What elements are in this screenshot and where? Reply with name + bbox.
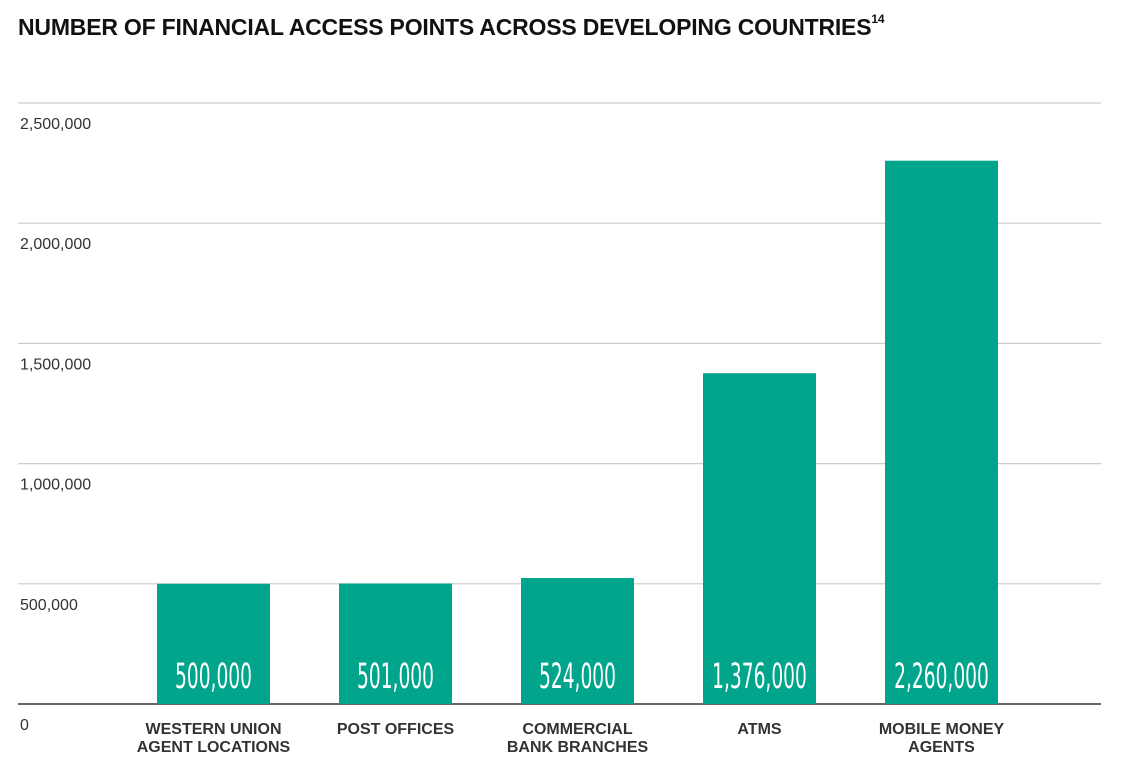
bar	[339, 583, 452, 704]
y-tick-label: 500,000	[20, 597, 78, 614]
bar	[521, 578, 634, 704]
chart-title: NUMBER OF FINANCIAL ACCESS POINTS ACROSS…	[18, 12, 885, 41]
y-tick-label: 2,000,000	[20, 236, 91, 253]
x-category-label: BANK BRANCHES	[507, 739, 649, 756]
y-tick-label: 1,000,000	[20, 477, 91, 494]
bar-value-label: 501,000	[357, 656, 434, 697]
bar-value-label: 2,260,000	[894, 656, 989, 697]
x-category-label: WESTERN UNION	[146, 721, 282, 738]
x-category-label: AGENTS	[908, 739, 975, 756]
bar	[157, 583, 270, 704]
x-category-label: ATMS	[737, 721, 781, 738]
bar-value-label: 500,000	[175, 656, 252, 697]
y-tick-label: 2,500,000	[20, 116, 91, 133]
x-category-label: COMMERCIAL	[522, 721, 632, 738]
x-category-label: POST OFFICES	[337, 721, 455, 738]
x-category-label: MOBILE MONEY	[879, 721, 1005, 738]
y-tick-label: 0	[20, 717, 29, 734]
bar-value-label: 524,000	[539, 656, 616, 697]
chart-title-text: NUMBER OF FINANCIAL ACCESS POINTS ACROSS…	[18, 14, 872, 40]
title-footnote: 14	[871, 12, 885, 26]
bar-value-label: 1,376,000	[712, 656, 807, 697]
x-category-label: AGENT LOCATIONS	[137, 739, 291, 756]
bar	[885, 160, 998, 705]
y-tick-label: 1,500,000	[20, 356, 91, 373]
bar	[703, 373, 816, 704]
